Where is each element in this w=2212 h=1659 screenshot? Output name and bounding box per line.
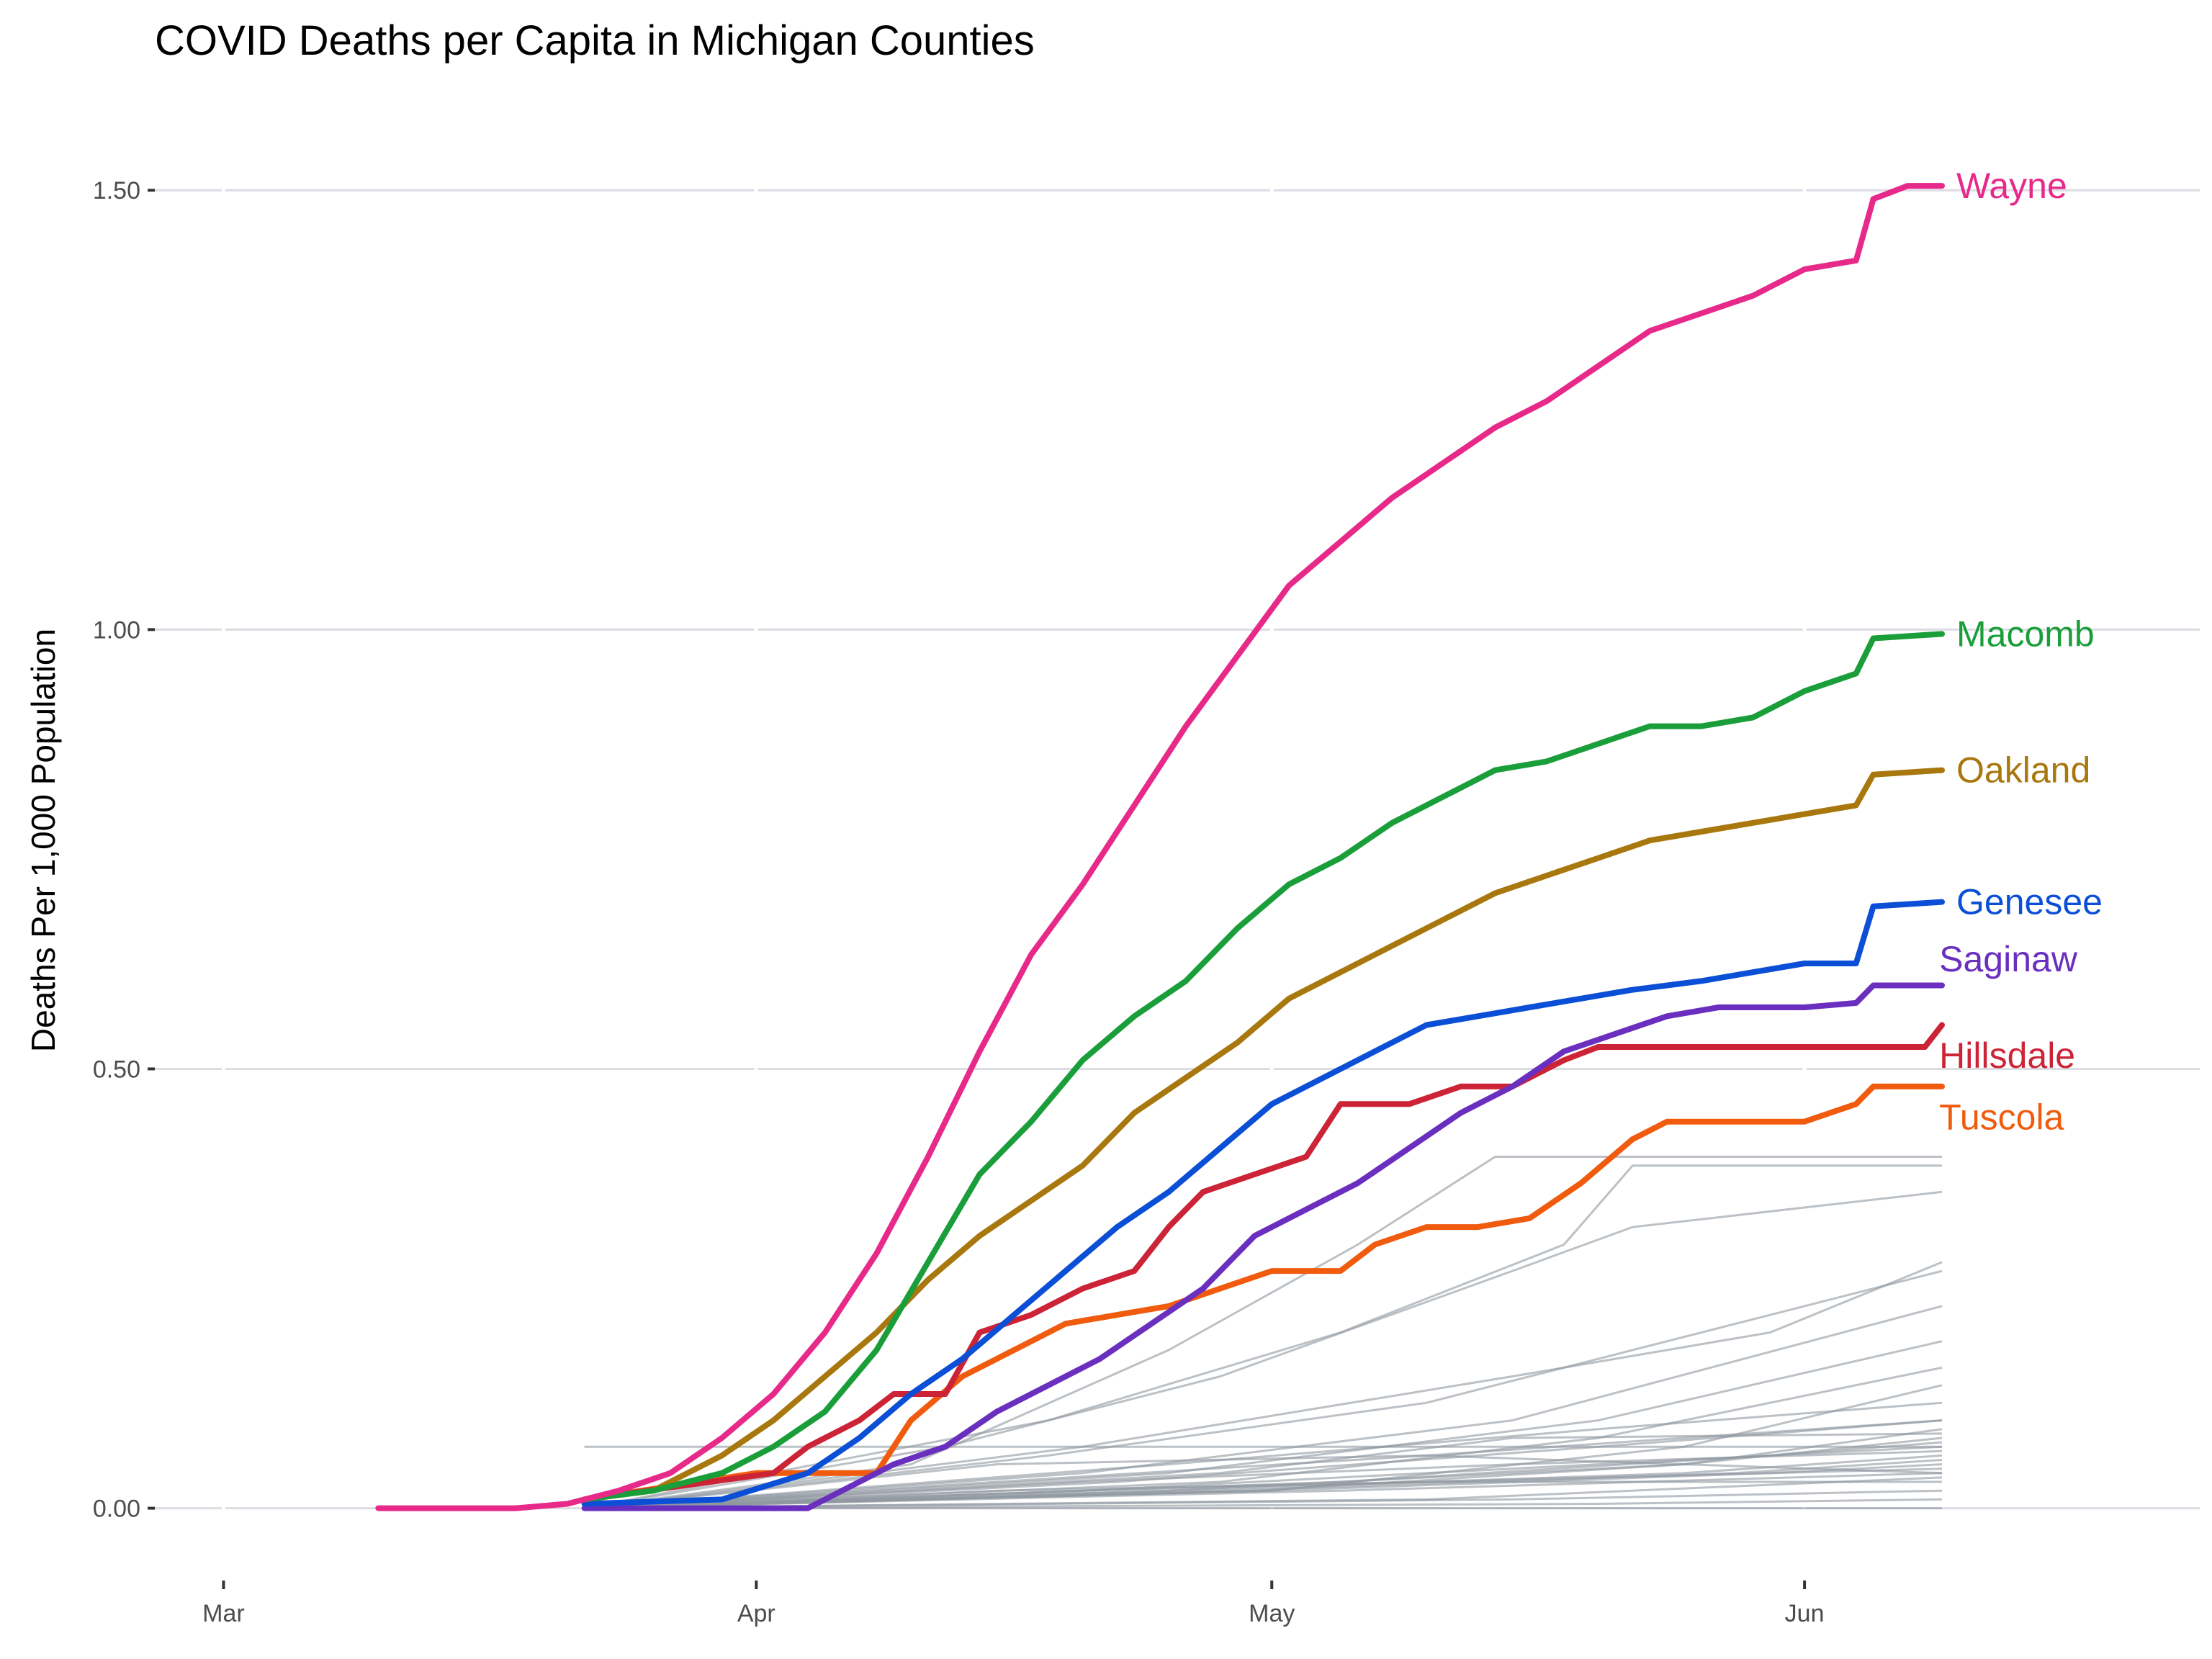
background-series-line	[584, 1489, 1943, 1510]
x-tick-label: Jun	[1785, 1600, 1825, 1627]
series-label-layer: Wayne Macomb Oakland Genesee Saginaw Hillsdal…	[1939, 166, 2103, 1137]
background-series-line	[584, 1498, 1943, 1510]
y-tick-label: 1.50	[93, 177, 140, 204]
series-line-saginaw	[581, 982, 1945, 1511]
series-line-hillsdale	[581, 1022, 1945, 1503]
background-series-line	[584, 1261, 1943, 1510]
background-series-line	[584, 1472, 1943, 1510]
series-line-oakland	[581, 767, 1945, 1503]
series-label-macomb: Macomb	[1956, 613, 2095, 654]
x-tick-label: May	[1249, 1600, 1295, 1627]
background-series-line	[584, 1164, 1942, 1510]
series-label-hillsdale: Hillsdale	[1939, 1035, 2075, 1076]
background-series-line	[584, 1401, 1943, 1510]
background-series-layer	[584, 1156, 1943, 1510]
background-series-line	[584, 1305, 1943, 1510]
series-line-genesee	[581, 899, 1945, 1507]
background-series-line	[584, 1432, 1943, 1510]
x-tick-label: Mar	[202, 1600, 245, 1627]
y-tick-label: 1.00	[93, 616, 140, 644]
grid-layer	[155, 94, 2200, 1570]
y-axis-label: Deaths Per 1,000 Population	[24, 629, 62, 1052]
y-tick-label: 0.50	[93, 1056, 140, 1083]
y-tick-label: 0.00	[93, 1496, 140, 1523]
series-label-tuscola: Tuscola	[1939, 1097, 2064, 1138]
background-series-line	[584, 1269, 1943, 1510]
series-line-wayne	[375, 183, 1945, 1511]
highlight-series-layer	[375, 183, 1945, 1511]
background-series-line	[584, 1480, 1942, 1510]
series-label-saginaw: Saginaw	[1939, 939, 2078, 979]
series-label-oakland: Oakland	[1956, 750, 2090, 791]
series-label-wayne: Wayne	[1956, 166, 2067, 206]
background-series-line	[584, 1441, 1943, 1510]
background-series-line	[584, 1419, 1943, 1510]
x-tick-label: Apr	[737, 1600, 775, 1627]
chart-title: COVID Deaths per Capita in Michigan Coun…	[155, 17, 1035, 64]
axis-layer: 0.00 0.50 1.00 1.50 Mar Apr May Jun	[93, 177, 1825, 1627]
series-line-macomb	[581, 631, 1945, 1503]
series-label-genesee: Genesee	[1956, 882, 2103, 922]
